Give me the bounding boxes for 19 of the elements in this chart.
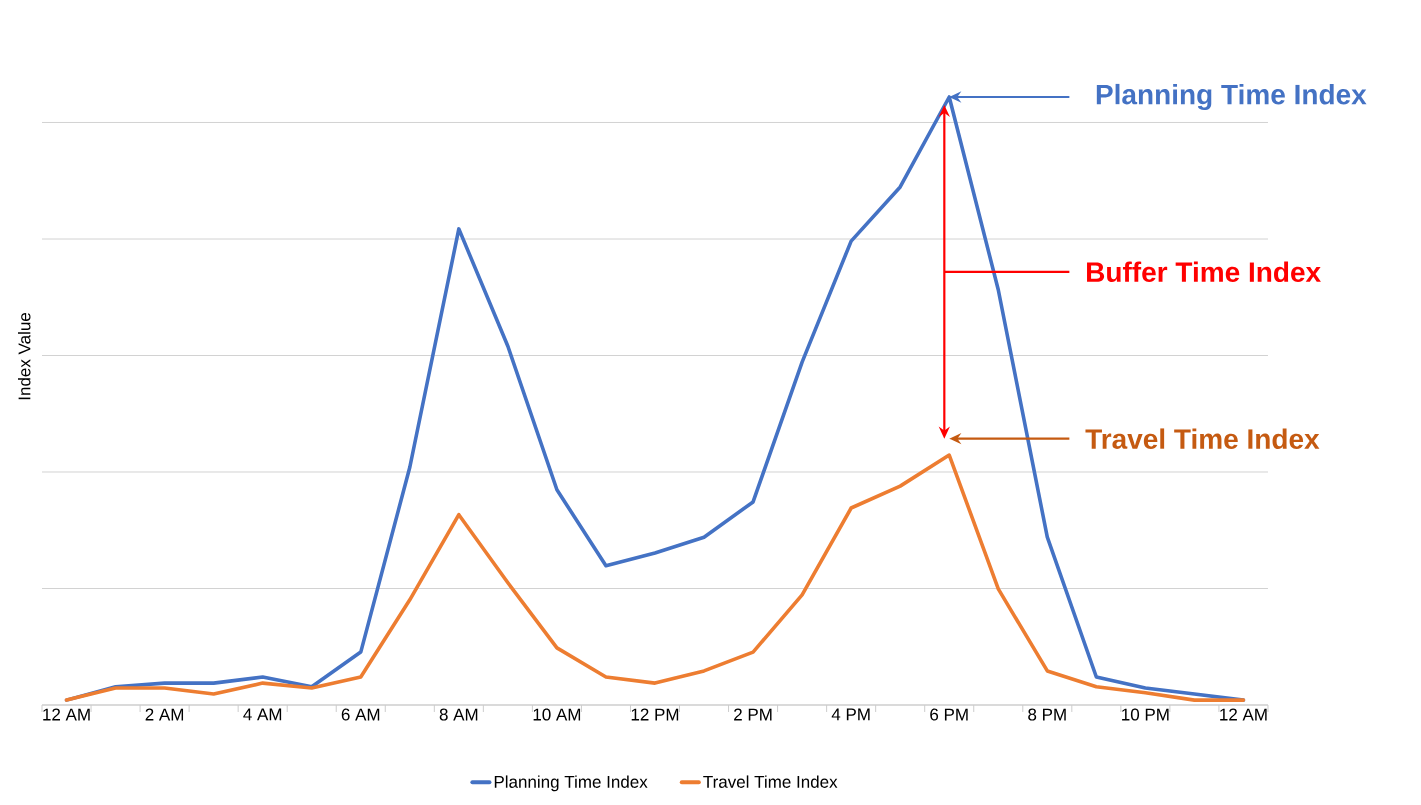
- x-tick-label: 4 PM: [831, 708, 870, 721]
- x-tick-label: 10 AM: [533, 708, 581, 721]
- legend-label: Travel Time Index: [703, 775, 838, 788]
- annotation: Travel Time Index: [1085, 428, 1320, 449]
- x-tick-label: 12 AM: [43, 708, 90, 721]
- y-axis-title: Index Value: [18, 312, 31, 400]
- x-tick-label: 6 AM: [341, 708, 380, 721]
- x-tick-label: 2 PM: [734, 708, 772, 721]
- legend-label: Planning Time Index: [494, 775, 648, 792]
- x-tick-label: 10 PM: [1122, 708, 1169, 721]
- x-tick-label: 12 AM: [1220, 708, 1267, 721]
- x-tick-label: 2 AM: [145, 708, 184, 721]
- x-tick-label: 12 PM: [631, 708, 679, 721]
- x-tick-label: 6 PM: [930, 708, 968, 721]
- x-tick-label: 4 AM: [243, 708, 282, 721]
- annotation: Planning Time Index: [1096, 83, 1367, 111]
- annotation: Buffer Time Index: [1087, 261, 1321, 283]
- x-tick-label: 8 PM: [1028, 708, 1066, 721]
- x-tick-label: 8 AM: [439, 708, 478, 721]
